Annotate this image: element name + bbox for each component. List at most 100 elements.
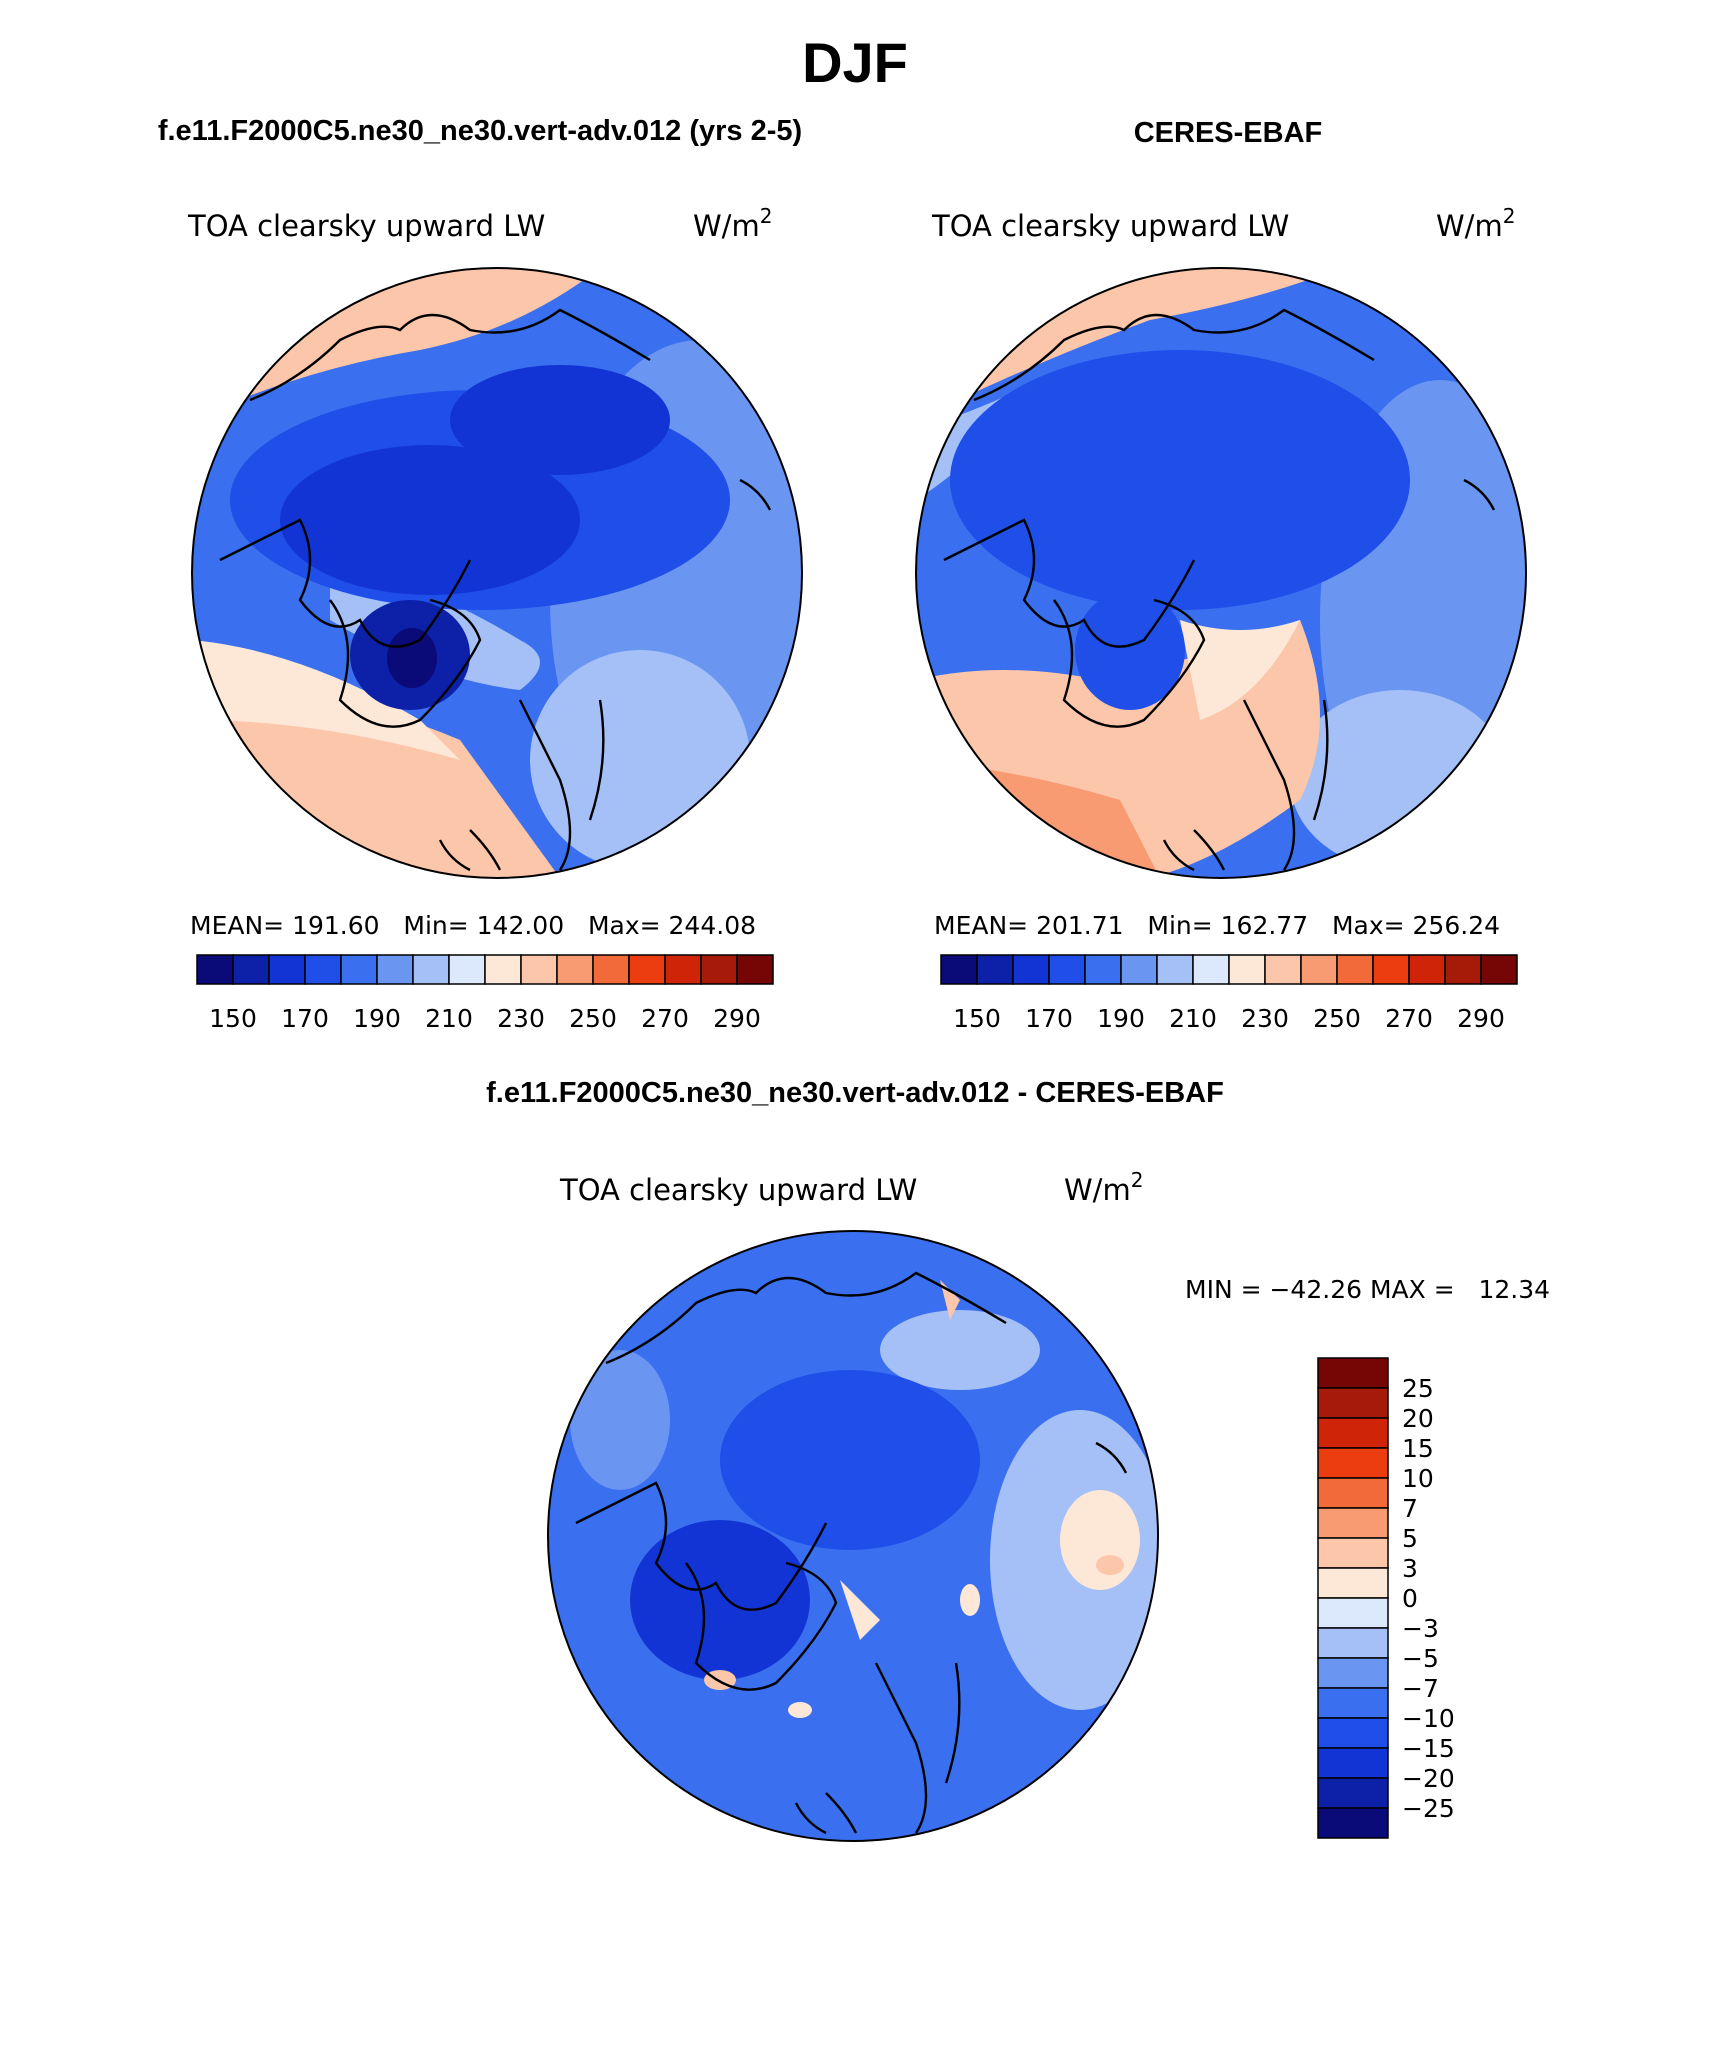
colorbar-swatch	[1317, 1747, 1389, 1779]
season-title: DJF	[802, 31, 908, 94]
colorbar-swatch	[592, 954, 630, 985]
colorbar-tick-label: 150	[953, 1004, 1001, 1033]
variable-label: TOA clearsky upward LW	[559, 1173, 917, 1207]
colorbar-swatch	[340, 954, 378, 985]
map-panel-obs: TOA clearsky upward LW W/m2 MEAN= 201.71	[915, 204, 1527, 1033]
variable-label: TOA clearsky upward LW	[931, 209, 1289, 243]
colorbar-tick-label: 270	[1385, 1004, 1433, 1033]
coastlines-obs	[943, 308, 1496, 872]
stats-label: MEAN= 201.71 Min= 162.77 Max= 256.24	[934, 911, 1500, 940]
colorbar-swatch	[412, 954, 450, 985]
coastlines-model	[219, 308, 772, 872]
colorbar-tick-label: 270	[641, 1004, 689, 1033]
colorbar-swatch	[1317, 1567, 1389, 1599]
colorbar-swatch	[736, 954, 774, 985]
colorbar-tick-label: 210	[1169, 1004, 1217, 1033]
colorbar-tick-label: −3	[1402, 1614, 1439, 1643]
colorbar-tick-label: −15	[1402, 1734, 1455, 1763]
colorbar-swatch	[664, 954, 702, 985]
panel-header-obs: CERES-EBAF	[1134, 117, 1323, 149]
colorbar-swatch	[268, 954, 306, 985]
colorbar-swatch	[1317, 1597, 1389, 1629]
colorbar-tick-label: −25	[1402, 1794, 1455, 1823]
colorbar-model: 150 170 190 210 230 250 270 290	[196, 954, 774, 1033]
colorbar-tick-label: 210	[425, 1004, 473, 1033]
colorbar-tick-label: −7	[1402, 1674, 1439, 1703]
colorbar-tick-label: 170	[281, 1004, 329, 1033]
colorbar-swatch	[976, 954, 1014, 985]
map-boundary	[547, 1230, 1159, 1842]
colorbar-swatch	[1084, 954, 1122, 985]
colorbar-tick-label: 250	[1313, 1004, 1361, 1033]
colorbar-tick-label: 10	[1402, 1464, 1434, 1493]
colorbar-swatch	[520, 954, 558, 985]
colorbar-swatch	[1372, 954, 1410, 985]
colorbar-swatch	[1300, 954, 1338, 985]
variable-label: TOA clearsky upward LW	[187, 209, 545, 243]
colorbar-swatch	[1317, 1507, 1389, 1539]
colorbar-swatch	[1317, 1627, 1389, 1659]
colorbar-tick-label: 20	[1402, 1404, 1434, 1433]
colorbar-swatch	[232, 954, 270, 985]
colorbar-swatch	[1228, 954, 1266, 985]
colorbar-swatch	[1317, 1357, 1389, 1389]
colorbar-tick-label: 3	[1402, 1554, 1418, 1583]
map-panel-diff: TOA clearsky upward LW W/m2 MIN = −42.26…	[547, 1168, 1550, 1842]
colorbar-swatch	[1336, 954, 1374, 985]
colorbar-tick-label: 0	[1402, 1584, 1418, 1613]
panel-header-model: f.e11.F2000C5.ne30_ne30.vert-adv.012 (yr…	[158, 115, 802, 147]
colorbar-tick-label: 190	[353, 1004, 401, 1033]
colorbar-swatch	[1156, 954, 1194, 985]
colorbar-swatch	[1048, 954, 1086, 985]
colorbar-swatch	[940, 954, 978, 985]
map-panel-model: TOA clearsky upward LW W/m2 MEAN=	[187, 204, 803, 1033]
map-boundary	[191, 267, 803, 879]
units-label: W/m2	[693, 204, 772, 243]
colorbar-swatch	[448, 954, 486, 985]
colorbar-tick-label: 15	[1402, 1434, 1434, 1463]
colorbar-tick-label: 230	[497, 1004, 545, 1033]
colorbar-swatch	[1317, 1477, 1389, 1509]
colorbar-swatch	[196, 954, 234, 985]
colorbar-swatch	[1012, 954, 1050, 985]
colorbar-tick-label: 290	[1457, 1004, 1505, 1033]
colorbar-tick-label: 170	[1025, 1004, 1073, 1033]
colorbar-swatch	[1408, 954, 1446, 985]
map-boundary	[915, 267, 1527, 879]
colorbar-swatch	[1317, 1387, 1389, 1419]
colorbar-swatch	[376, 954, 414, 985]
colorbar-obs: 150 170 190 210 230 250 270 290	[940, 954, 1518, 1033]
colorbar-swatch	[1264, 954, 1302, 985]
colorbar-tick-label: 250	[569, 1004, 617, 1033]
colorbar-swatch	[1317, 1417, 1389, 1449]
contour-field-model	[192, 268, 802, 878]
coastlines-diff	[575, 1271, 1128, 1835]
colorbar-tick-label: 190	[1097, 1004, 1145, 1033]
colorbar-tick-label: −5	[1402, 1644, 1439, 1673]
colorbar-swatch	[1317, 1657, 1389, 1689]
colorbar-swatch	[1317, 1807, 1389, 1839]
colorbar-swatch	[556, 954, 594, 985]
colorbar-swatch	[700, 954, 738, 985]
colorbar-swatch	[1444, 954, 1482, 985]
colorbar-swatch	[1317, 1717, 1389, 1749]
colorbar-tick-label: 150	[209, 1004, 257, 1033]
stats-label: MEAN= 191.60 Min= 142.00 Max= 244.08	[190, 911, 756, 940]
colorbar-swatch	[1317, 1447, 1389, 1479]
colorbar-tick-label: −10	[1402, 1704, 1455, 1733]
colorbar-tick-label: 25	[1402, 1374, 1434, 1403]
contour-field-diff	[548, 1231, 1158, 1841]
minmax-label: MIN = −42.26 MAX = 12.34	[1185, 1275, 1550, 1304]
colorbar-tick-label: 7	[1402, 1494, 1418, 1523]
diff-title: f.e11.F2000C5.ne30_ne30.vert-adv.012 - C…	[486, 1077, 1224, 1109]
colorbar-swatch	[484, 954, 522, 985]
colorbar-swatch	[628, 954, 666, 985]
colorbar-tick-label: 290	[713, 1004, 761, 1033]
colorbar-swatch	[1480, 954, 1518, 985]
colorbar-tick-label: 5	[1402, 1524, 1418, 1553]
colorbar-swatch	[1317, 1687, 1389, 1719]
colorbar-swatch	[1317, 1537, 1389, 1569]
colorbar-swatch	[304, 954, 342, 985]
